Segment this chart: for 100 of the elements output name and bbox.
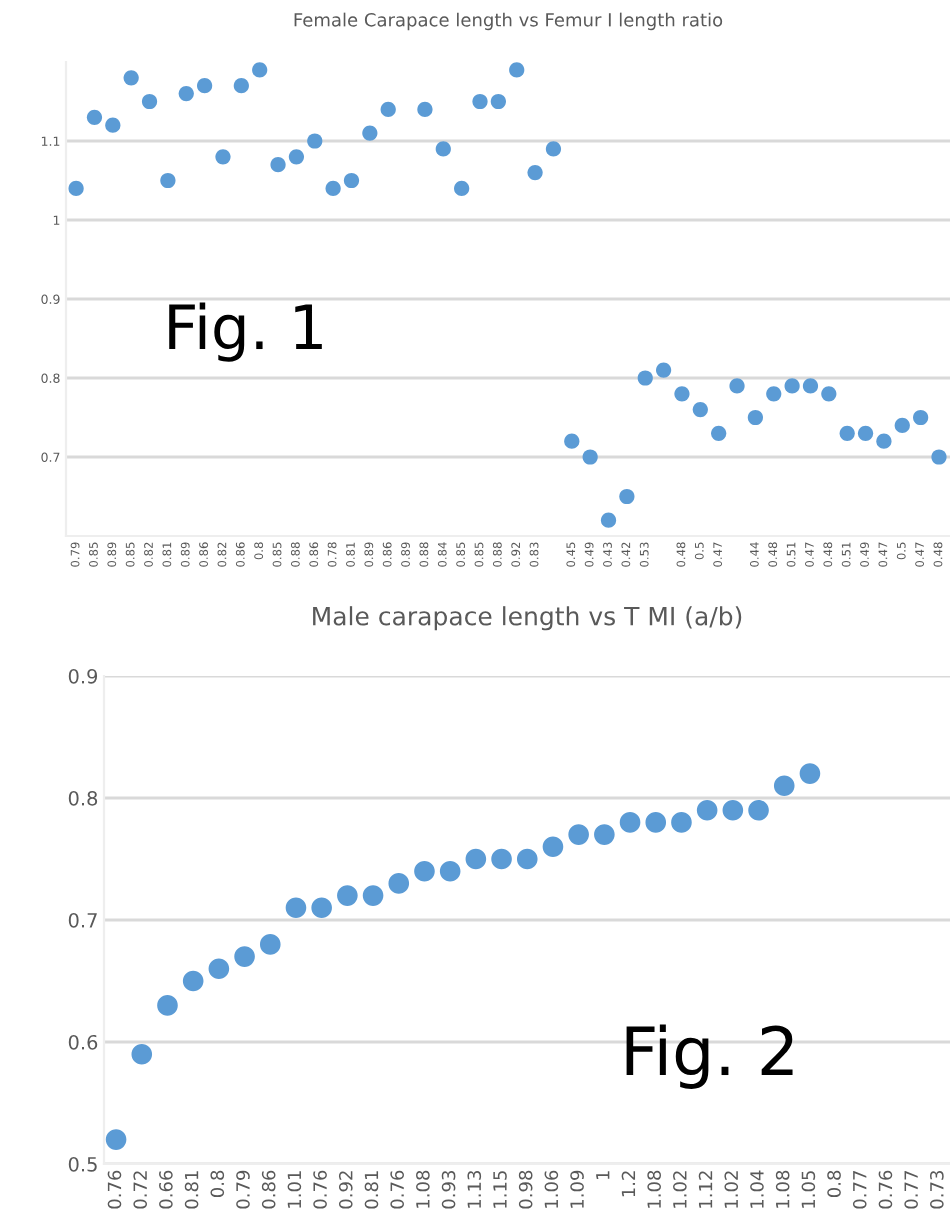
point bbox=[270, 157, 286, 173]
annotation: Fig. 2 bbox=[626, 1024, 793, 1089]
point bbox=[288, 149, 305, 165]
x-tick-label: 1.09 bbox=[570, 1170, 584, 1208]
point bbox=[509, 62, 525, 78]
point bbox=[839, 425, 855, 441]
x-tick-label: 1.2 bbox=[621, 1171, 636, 1197]
point bbox=[594, 824, 615, 845]
point bbox=[674, 386, 690, 402]
y-tick-label: 0.8 bbox=[68, 790, 98, 806]
point bbox=[414, 860, 435, 882]
point bbox=[160, 172, 176, 189]
point bbox=[208, 958, 230, 980]
chart-title: Male carapace length vs T MI (a/b) bbox=[313, 606, 742, 631]
point bbox=[857, 425, 874, 441]
point bbox=[362, 125, 378, 141]
point bbox=[748, 799, 769, 821]
point bbox=[141, 93, 158, 110]
x-tick-label: 1.06 bbox=[544, 1170, 559, 1208]
x-tick-label: 1.08 bbox=[647, 1170, 661, 1208]
point bbox=[325, 180, 341, 197]
x-tick-label: 1.12 bbox=[698, 1171, 713, 1208]
point bbox=[619, 488, 635, 505]
x-tick-label: 0.81 bbox=[184, 1171, 199, 1209]
x-tick-label: 1.02 bbox=[724, 1171, 739, 1208]
point bbox=[362, 885, 384, 906]
point bbox=[131, 1043, 153, 1065]
point bbox=[655, 362, 672, 378]
x-tick-label: 0.76 bbox=[878, 1170, 893, 1209]
point bbox=[435, 141, 451, 157]
x-tick-label: 0.76 bbox=[313, 1170, 327, 1209]
point bbox=[568, 824, 589, 845]
point bbox=[802, 378, 819, 394]
x-tick-label: 0.76 bbox=[107, 1170, 122, 1209]
point bbox=[68, 180, 84, 197]
y-tick-label: 0.5 bbox=[68, 1156, 97, 1172]
x-tick-label: 0.66 bbox=[159, 1170, 173, 1209]
x-tick-label: 0.86 bbox=[261, 1170, 276, 1209]
point bbox=[894, 417, 910, 434]
point bbox=[252, 62, 268, 78]
x-tick-label: 1.08 bbox=[775, 1170, 790, 1208]
point bbox=[637, 370, 653, 386]
point bbox=[465, 848, 487, 870]
point bbox=[564, 433, 580, 449]
point bbox=[582, 449, 598, 465]
point bbox=[472, 93, 488, 110]
point bbox=[729, 378, 745, 394]
y-tick-label: 0.7 bbox=[68, 912, 97, 928]
point bbox=[545, 141, 562, 157]
point bbox=[784, 378, 800, 394]
point bbox=[311, 897, 332, 919]
point bbox=[380, 101, 396, 118]
x-tick-label: 0.72 bbox=[133, 1171, 148, 1209]
x-tick-label: 1 bbox=[596, 1171, 610, 1180]
point bbox=[454, 180, 470, 197]
point bbox=[215, 149, 231, 165]
x-tick-label: 1.04 bbox=[750, 1170, 764, 1208]
point bbox=[285, 897, 307, 919]
x-tick-label: 1.02 bbox=[673, 1171, 687, 1208]
point bbox=[234, 946, 255, 967]
point bbox=[799, 763, 821, 784]
point bbox=[388, 873, 410, 894]
x-tick-label: 0.76 bbox=[390, 1170, 404, 1209]
point bbox=[178, 85, 194, 102]
x-tick-label: 1.05 bbox=[801, 1171, 816, 1208]
point bbox=[773, 775, 795, 797]
x-tick-label: 0.81 bbox=[364, 1171, 379, 1209]
x-tick-label: 0.73 bbox=[930, 1171, 944, 1209]
point bbox=[542, 836, 564, 858]
point bbox=[417, 101, 433, 118]
point bbox=[821, 386, 837, 402]
x-tick-label: 0.93 bbox=[441, 1171, 456, 1209]
chart-title: Female Carapace length vs Femur I length ratio bbox=[294, 12, 723, 31]
annotation: Fig. 1 bbox=[169, 302, 322, 362]
point bbox=[337, 885, 358, 906]
point bbox=[86, 109, 103, 125]
point bbox=[876, 433, 892, 449]
point bbox=[692, 401, 708, 418]
y-tick-label: 0.6 bbox=[68, 1034, 98, 1050]
point bbox=[105, 1129, 127, 1150]
point bbox=[722, 799, 744, 821]
point bbox=[600, 512, 617, 528]
point bbox=[645, 812, 667, 833]
point bbox=[182, 970, 204, 992]
point bbox=[105, 117, 121, 133]
x-tick-label: 1.13 bbox=[467, 1171, 482, 1208]
point bbox=[696, 799, 718, 821]
x-tick-label: 1.01 bbox=[287, 1171, 302, 1208]
point bbox=[527, 164, 543, 181]
x-tick-label: 1.15 bbox=[493, 1171, 507, 1208]
point bbox=[439, 860, 461, 882]
point bbox=[490, 93, 506, 110]
point bbox=[157, 995, 178, 1016]
y-tick-label: 0.9 bbox=[68, 668, 98, 684]
point bbox=[491, 848, 512, 870]
point bbox=[913, 409, 929, 426]
point bbox=[766, 386, 782, 402]
x-tick-label: 0.77 bbox=[852, 1171, 867, 1209]
x-tick-label: 1.08 bbox=[416, 1170, 430, 1208]
point bbox=[671, 812, 692, 833]
